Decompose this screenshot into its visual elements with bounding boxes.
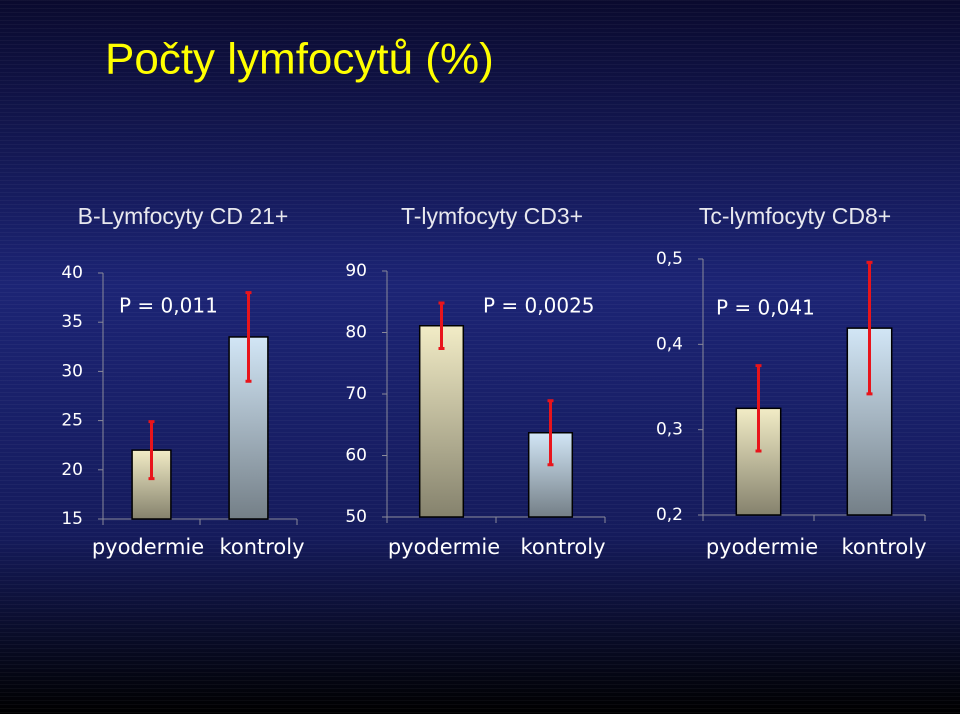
bar (418, 324, 465, 518)
y-tick-label: 80 (345, 323, 367, 343)
y-tick-label: 90 (345, 261, 367, 281)
y-tick-label: 0,4 (656, 334, 683, 354)
y-tick-label: 0,3 (656, 420, 683, 440)
y-tick-label: 25 (61, 411, 83, 431)
chart-title: B-Lymfocyty CD 21+ (78, 203, 289, 229)
slide-title: Počty lymfocytů (%) (105, 35, 494, 84)
y-tick-label: 50 (345, 507, 367, 527)
y-tick-label: 35 (61, 312, 83, 332)
y-tick-label: 20 (61, 460, 83, 480)
chart-title: Tc-lymfocyty CD8+ (699, 203, 891, 229)
x-tick-label: kontroly (841, 535, 926, 559)
y-tick-label: 0,5 (656, 249, 683, 269)
annotation: P = 0,0025 (483, 294, 595, 318)
error-bar (866, 260, 873, 396)
y-tick-label: 0,2 (656, 505, 683, 525)
annotation: P = 0,011 (119, 294, 218, 318)
error-bar (755, 364, 762, 453)
y-tick-label: 70 (345, 384, 367, 404)
error-bar (148, 420, 155, 481)
error-bar (245, 291, 252, 383)
chart-title: T-lymfocyty CD3+ (401, 203, 583, 229)
y-tick-label: 15 (61, 509, 83, 529)
annotation: P = 0,041 (716, 296, 815, 320)
x-tick-label: pyodermie (92, 535, 204, 559)
error-bar (438, 301, 445, 350)
x-tick-label: pyodermie (388, 535, 500, 559)
y-tick-label: 40 (61, 263, 83, 283)
y-tick-label: 60 (345, 446, 367, 466)
x-tick-label: kontroly (520, 535, 605, 559)
x-tick-label: kontroly (219, 535, 304, 559)
x-tick-label: pyodermie (706, 535, 818, 559)
y-tick-label: 30 (61, 361, 83, 381)
error-bar (547, 399, 554, 467)
